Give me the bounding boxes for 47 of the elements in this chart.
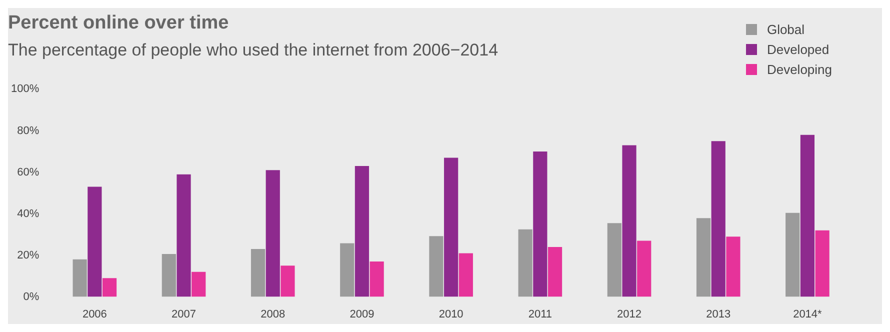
y-tick-label: 100% (10, 83, 40, 96)
bar (726, 236, 740, 297)
bar (622, 145, 636, 297)
bar (815, 230, 830, 297)
bar (429, 236, 444, 297)
y-tick-label: 80% (17, 124, 40, 137)
bar (548, 246, 562, 297)
bar (162, 254, 176, 297)
y-tick-label: 60% (17, 166, 40, 178)
bar (88, 186, 102, 297)
bar (458, 253, 473, 297)
x-tick-label: 2006 (82, 308, 107, 320)
y-tick-label: 20% (17, 249, 40, 262)
legend-label: Global (766, 22, 805, 37)
bar (696, 218, 711, 297)
bar (340, 243, 354, 297)
legend-label: Developed (766, 42, 830, 57)
chart-title: Percent online over time (8, 12, 229, 34)
y-tick-label: 40% (17, 208, 40, 220)
y-tick-label: 0% (23, 290, 40, 303)
bar (370, 262, 384, 297)
bar (518, 229, 532, 297)
bar (637, 240, 652, 297)
bar (102, 278, 117, 297)
bar (72, 259, 87, 297)
bar (533, 151, 548, 297)
bar (176, 174, 191, 297)
x-tick-label: 2013 (706, 308, 731, 320)
bar (250, 249, 266, 297)
bar (266, 170, 280, 297)
x-tick-label: 2007 (172, 308, 196, 320)
x-tick-label: 2014* (793, 308, 823, 320)
bar (607, 223, 622, 297)
x-tick-label: 2012 (617, 308, 642, 320)
x-tick-label: 2010 (438, 308, 464, 320)
legend-label: Developing (766, 62, 832, 77)
bar (711, 141, 726, 297)
bar (800, 134, 815, 297)
bar (280, 266, 295, 297)
x-tick-label: 2009 (350, 308, 374, 320)
bar (444, 158, 458, 297)
bar (786, 212, 800, 297)
chart-subtitle: The percentage of people who used the internet from 2006−2014 (8, 40, 498, 60)
x-tick-label: 2011 (528, 308, 552, 320)
x-tick-label: 2008 (260, 308, 286, 320)
bar (192, 272, 206, 297)
bar (354, 166, 370, 297)
